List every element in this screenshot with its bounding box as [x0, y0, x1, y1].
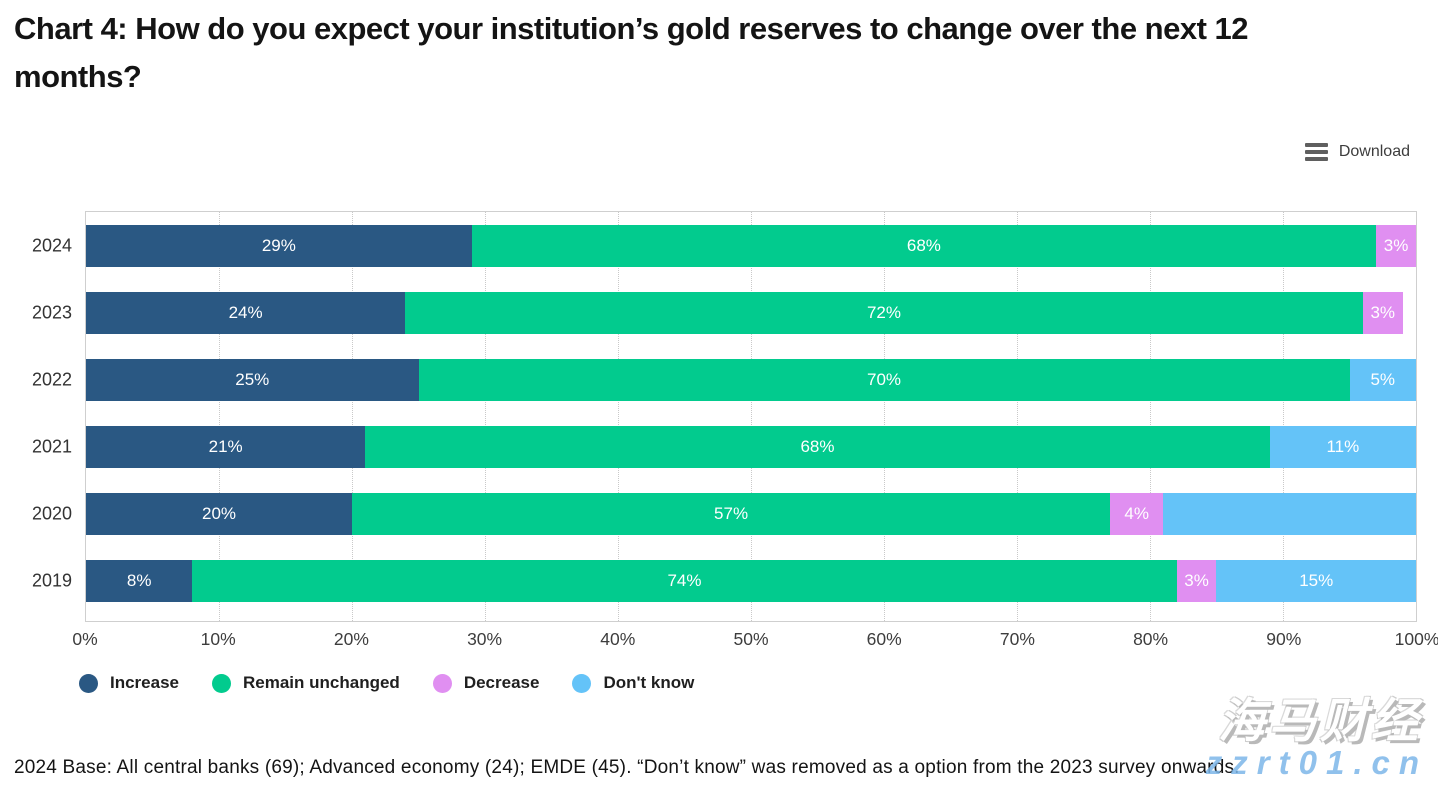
x-axis-tick: 50% — [733, 629, 769, 649]
gridline — [751, 212, 752, 621]
download-label: Download — [1338, 143, 1410, 160]
bar-value-label: 21% — [208, 437, 243, 456]
x-axis-tick: 100% — [1394, 629, 1438, 649]
bar-value-label: 5% — [1370, 370, 1396, 389]
bar-value-label: 3% — [1370, 303, 1396, 322]
x-axis-tick: 30% — [467, 629, 503, 649]
legend-dot-icon — [79, 673, 98, 693]
legend-dot-icon — [212, 673, 231, 693]
bar-segment-don-t-know[interactable]: 5% — [1349, 359, 1416, 401]
bar-row-2020: 2020 20% 57% 4% — [32, 493, 1416, 535]
bar-segment-remain-unchanged[interactable]: 70% — [418, 359, 1350, 401]
bar-value-label: 4% — [1124, 504, 1149, 523]
bar-segment-decrease[interactable]: 3% — [1376, 225, 1416, 267]
x-axis-tick: 20% — [333, 629, 369, 649]
bar-segment-remain-unchanged[interactable]: 57% — [352, 493, 1111, 535]
legend-label: Decrease — [463, 673, 540, 692]
bar-value-label: 74% — [667, 571, 702, 590]
x-axis-tick: 90% — [1266, 629, 1302, 649]
bar-row-2024: 2024 29% 68% 3% — [32, 225, 1416, 267]
x-axis-tick: 0% — [72, 629, 98, 649]
x-axis: 0% 10% 20% 30% 40% 50% 60% 70% 80% 90% 100% — [72, 629, 1438, 653]
gridline — [219, 212, 220, 621]
legend-label: Don't know — [603, 673, 695, 692]
bar-value-label: 24% — [228, 303, 263, 322]
bar-segment-increase[interactable]: 29% — [86, 225, 472, 267]
gridline — [485, 212, 486, 621]
legend-dot-icon — [432, 673, 452, 693]
bar-value-label: 29% — [261, 236, 296, 255]
bar-value-label: 11% — [1326, 437, 1360, 456]
legend-label: Increase — [110, 673, 179, 692]
bar-value-label: 57% — [714, 504, 749, 523]
y-axis-label: 2023 — [31, 302, 72, 323]
bar-segment-increase[interactable]: 20% — [86, 493, 352, 535]
gridline — [352, 212, 353, 621]
y-axis-label: 2019 — [31, 570, 72, 591]
x-axis-tick: 10% — [200, 629, 236, 649]
bar-row-2021: 2021 21% 68% 11% — [32, 426, 1416, 468]
footer-note: 2024 Base: All central banks (69); Advan… — [14, 757, 1240, 778]
bar-segment-increase[interactable]: 21% — [86, 426, 366, 468]
y-axis-label: 2024 — [31, 235, 72, 256]
bar-value-label: 20% — [201, 504, 237, 523]
gridline — [618, 212, 619, 621]
y-axis-label: 2020 — [31, 503, 72, 524]
bar-value-label: 3% — [1184, 571, 1209, 590]
bar-row-2019: 2019 8% 74% 3% 15% — [32, 560, 1416, 602]
bar-rows-container: 2024 29% 68% 3% 2023 24% 72% 3% 2022 25% 70% 5% 2021… — [32, 212, 1416, 621]
x-axis-tick: 80% — [1133, 629, 1169, 649]
hamburger-menu-icon — [1304, 143, 1328, 161]
bar-segment-decrease[interactable]: 4% — [1110, 493, 1164, 535]
legend-dot-icon — [572, 673, 592, 693]
bar-segment-remain-unchanged[interactable]: 68% — [365, 426, 1270, 468]
bar-value-label: 68% — [906, 236, 941, 255]
legend-item-don-t-know[interactable]: Don't know — [572, 673, 694, 693]
bar-value-label: 68% — [800, 437, 835, 456]
bar-value-label: 3% — [1383, 236, 1409, 255]
gridline — [1150, 212, 1151, 621]
gridline — [1017, 212, 1018, 621]
bar-value-label: 72% — [866, 303, 901, 322]
bar-segment-don-t-know[interactable]: 11% — [1269, 426, 1416, 468]
bar-value-label: 15% — [1299, 571, 1334, 590]
gridline — [1283, 212, 1284, 621]
bar-segment-increase[interactable]: 25% — [86, 359, 419, 401]
bar-segment-remain-unchanged[interactable]: 74% — [192, 560, 1177, 602]
legend-item-increase[interactable]: Increase — [79, 673, 179, 693]
y-axis-label: 2021 — [31, 436, 72, 457]
bar-value-label: 25% — [235, 370, 270, 389]
y-axis-label: 2022 — [31, 369, 72, 390]
bar-segment-don-t-know[interactable] — [1163, 493, 1416, 535]
legend-label: Remain unchanged — [243, 673, 400, 692]
bar-value-label: 70% — [866, 370, 902, 389]
bar-segment-increase[interactable]: 24% — [86, 292, 406, 334]
legend-item-remain-unchanged[interactable]: Remain unchanged — [212, 673, 400, 693]
bar-segment-remain-unchanged[interactable]: 72% — [405, 292, 1363, 334]
bar-segment-decrease[interactable]: 3% — [1176, 560, 1217, 602]
x-axis-tick: 70% — [999, 629, 1035, 649]
plot-area: 2024 29% 68% 3% 2023 24% 72% 3% 2022 25% 70% 5% 2021… — [32, 211, 1417, 622]
bar-row-2022: 2022 25% 70% 5% — [32, 359, 1416, 401]
download-button[interactable]: Download — [1304, 143, 1410, 161]
x-axis-tick: 60% — [866, 629, 902, 649]
bar-value-label: 8% — [126, 571, 152, 590]
legend: Increase Remain unchanged Decrease Don't kn… — [79, 673, 694, 693]
bar-segment-remain-unchanged[interactable]: 68% — [471, 225, 1377, 267]
legend-item-decrease[interactable]: Decrease — [432, 673, 540, 693]
bar-segment-decrease[interactable]: 3% — [1362, 292, 1403, 334]
bar-row-2023: 2023 24% 72% 3% — [32, 292, 1416, 334]
chart-title: Chart 4: How do you expect your institut… — [14, 11, 1249, 94]
x-axis-tick: 40% — [600, 629, 636, 649]
gridline — [884, 212, 885, 621]
bar-segment-increase[interactable]: 8% — [86, 560, 193, 602]
bar-segment-don-t-know[interactable]: 15% — [1216, 560, 1416, 602]
watermark-brand: 海马财经 — [1218, 694, 1422, 747]
